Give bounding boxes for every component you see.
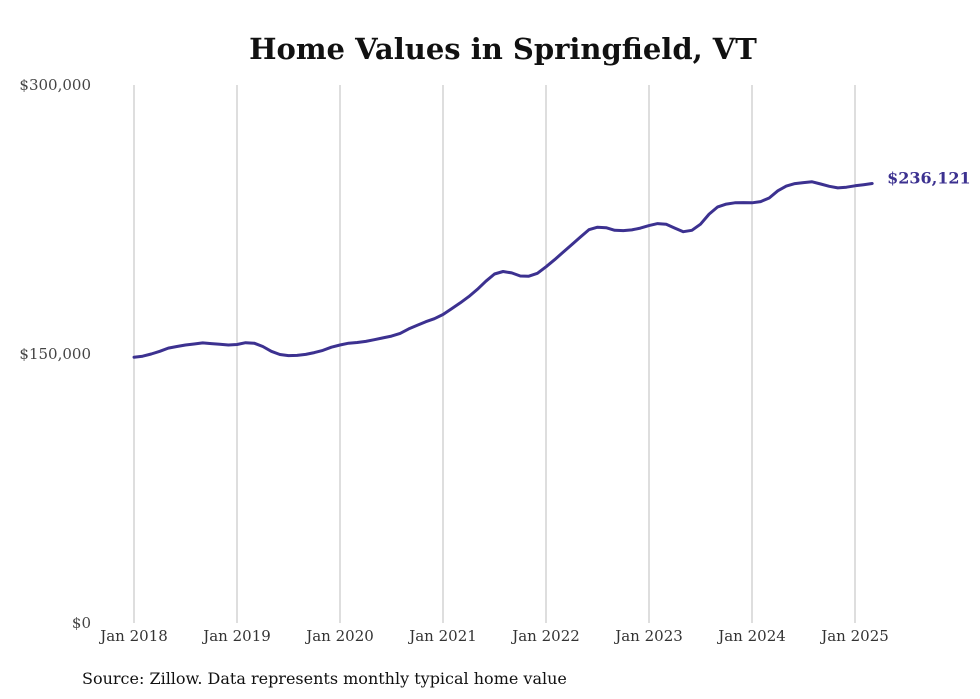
y-tick-label: $0	[72, 614, 91, 632]
x-tick-label: Jan 2020	[304, 627, 374, 645]
y-axis-tick-labels: $0 $150,000 $300,000	[19, 76, 91, 632]
x-tick-label: Jan 2022	[510, 627, 580, 645]
y-tick-label: $300,000	[19, 76, 91, 94]
x-tick-label: Jan 2023	[613, 627, 683, 645]
x-axis-tick-labels: Jan 2018 Jan 2019 Jan 2020 Jan 2021 Jan 2022…	[98, 627, 889, 645]
chart-title: Home Values in Springfield, VT	[249, 32, 757, 66]
latest-value-label: $236,121	[887, 168, 971, 187]
gridlines	[133, 85, 856, 623]
home-value-line	[132, 180, 874, 359]
x-tick-label: Jan 2024	[716, 627, 786, 645]
x-tick-label: Jan 2018	[98, 627, 168, 645]
source-note: Source: Zillow. Data represents monthly …	[82, 669, 567, 688]
x-tick-label: Jan 2019	[201, 627, 271, 645]
y-tick-label: $150,000	[19, 345, 91, 363]
x-tick-label: Jan 2021	[407, 627, 477, 645]
x-tick-label: Jan 2025	[819, 627, 889, 645]
